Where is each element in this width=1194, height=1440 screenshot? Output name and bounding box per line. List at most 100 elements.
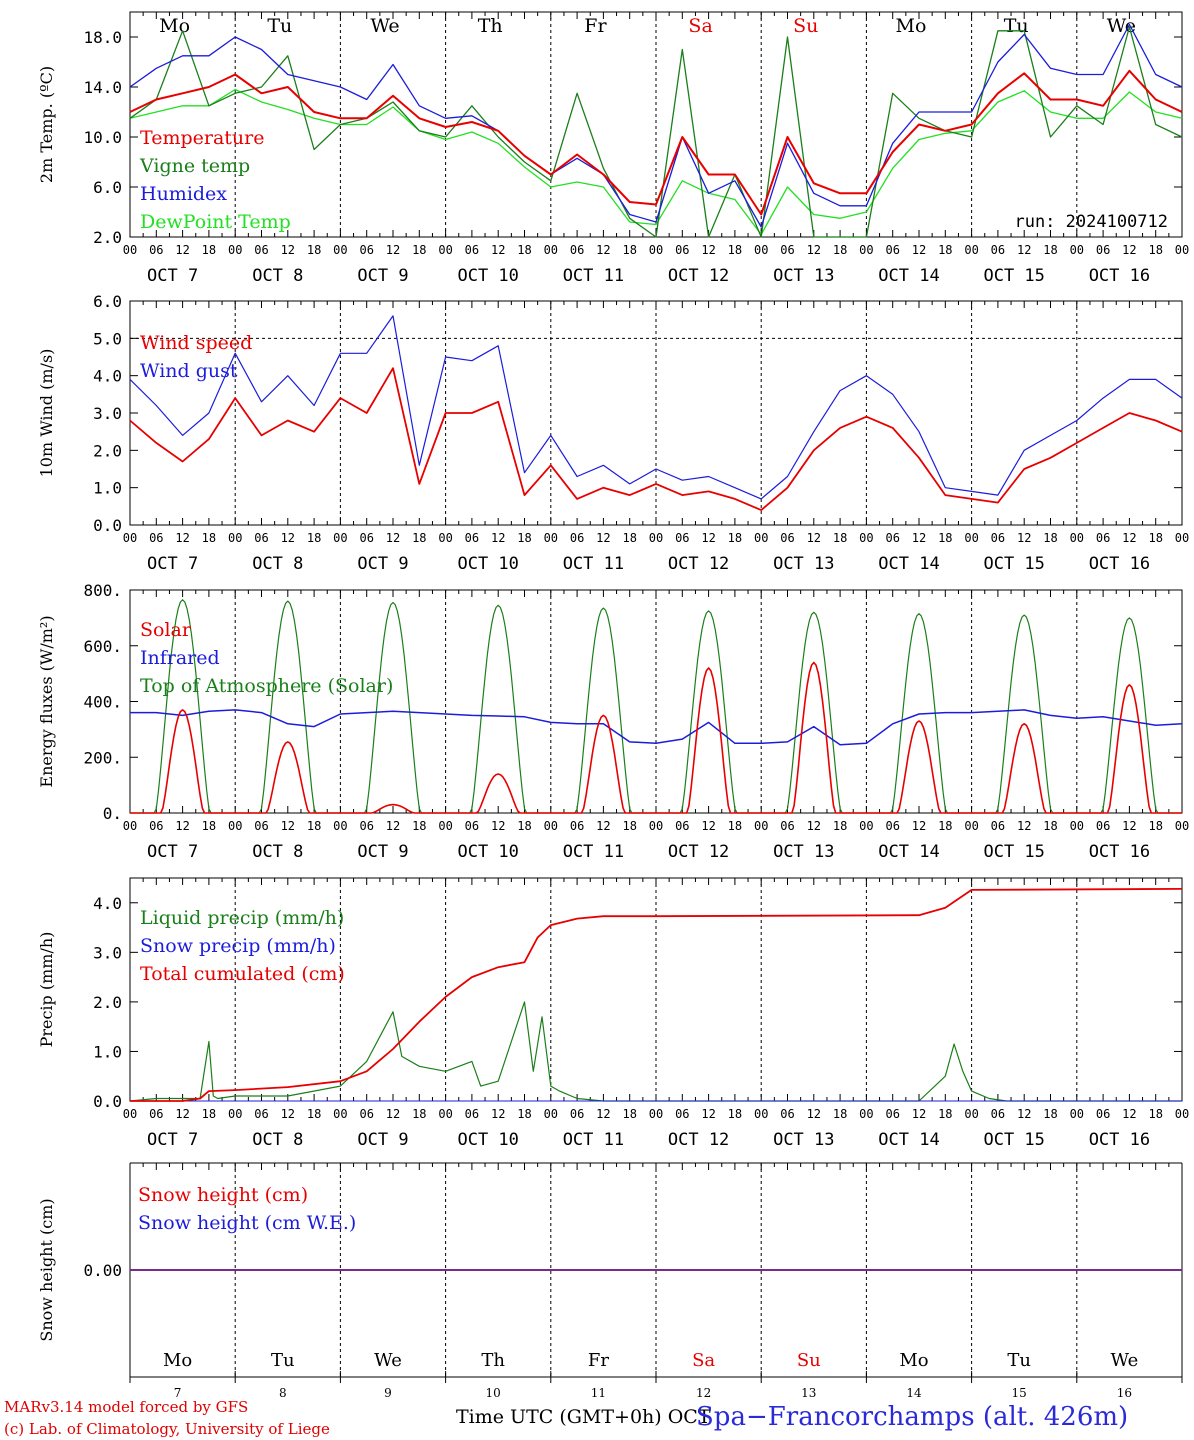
y-tick-label: 1.0: [93, 1042, 122, 1061]
panel-frame: [129, 589, 1183, 814]
day-number-label: 11: [591, 1386, 606, 1400]
date-label: OCT 9: [357, 842, 408, 862]
legend-entry: Top of Atmosphere (Solar): [140, 675, 393, 697]
hour-label: 12: [175, 531, 189, 545]
hour-label: 06: [1096, 531, 1110, 545]
date-label: OCT 16: [1089, 554, 1150, 574]
date-label: OCT 7: [147, 842, 198, 862]
hour-label: 00: [754, 243, 768, 257]
weekday-label: We: [374, 1350, 402, 1371]
y-axis-label: Snow height (cm): [37, 1198, 56, 1341]
hour-label: 06: [780, 531, 794, 545]
hour-label: 06: [254, 243, 268, 257]
hour-label: 06: [465, 819, 479, 833]
weekday-label: Mo: [899, 1350, 928, 1371]
hour-label: 18: [202, 819, 216, 833]
hour-label: 12: [175, 1107, 189, 1121]
panel-1: 2.0 6.0 10.0 14.0 18.0 2m Temp. (ºC) Mo Tu We Th F…: [37, 11, 1183, 247]
weekday-label: We: [1111, 1350, 1139, 1371]
legend-entry: Wind speed: [140, 332, 252, 354]
weekday-label: Fr: [588, 1350, 609, 1371]
y-axis-label: Energy fluxes (W/m²): [37, 615, 56, 787]
hour-label: 12: [596, 819, 610, 833]
date-label: OCT 15: [983, 1130, 1044, 1150]
hour-label: 00: [649, 1107, 663, 1121]
legend-entry: Total cumulated (cm): [140, 963, 345, 985]
hour-label: 18: [622, 531, 636, 545]
hour-label: 18: [202, 531, 216, 545]
hour-label: 00: [544, 243, 558, 257]
hour-label: 12: [1122, 1107, 1136, 1121]
hour-label: 00: [544, 531, 558, 545]
y-tick-label: 2.0: [93, 993, 122, 1012]
hour-label: 00: [964, 819, 978, 833]
date-label: OCT 15: [983, 842, 1044, 862]
legend-entry: Temperature: [140, 127, 264, 149]
day-number-label: 7: [174, 1386, 182, 1400]
hour-label: 00: [123, 1107, 137, 1121]
hour-label: 12: [175, 819, 189, 833]
hour-label: 12: [912, 819, 926, 833]
hour-label: 12: [491, 1107, 505, 1121]
hour-label: 18: [1043, 1107, 1057, 1121]
hour-label: 12: [912, 243, 926, 257]
hour-label: 18: [412, 531, 426, 545]
hour-label: 18: [307, 1107, 321, 1121]
legend-entry: Snow precip (mm/h): [140, 935, 336, 957]
series-line: [129, 367, 1183, 511]
hour-label: 12: [912, 531, 926, 545]
series-line: [130, 709, 1183, 746]
hour-label: 06: [780, 243, 794, 257]
hour-label: 06: [885, 531, 899, 545]
hour-label: 12: [701, 243, 715, 257]
y-tick-label: 400.: [83, 693, 122, 712]
hour-label: 18: [728, 531, 742, 545]
day-number-label: 9: [384, 1386, 392, 1400]
hour-label: 12: [701, 1107, 715, 1121]
y-tick-label: 0.00: [83, 1261, 122, 1280]
panel-3: 0. 200. 400. 600. 800. Energy fluxes (W/m²) So…: [37, 581, 1183, 823]
hour-label: 00: [1175, 243, 1189, 257]
date-label: OCT 11: [563, 1130, 624, 1150]
hour-label: 00: [1070, 243, 1084, 257]
hour-label: 18: [517, 819, 531, 833]
day-number-label: 16: [1117, 1386, 1132, 1400]
series-line: [129, 315, 1183, 500]
date-label: OCT 8: [252, 842, 303, 862]
hour-label: 12: [807, 243, 821, 257]
hour-label: 12: [1017, 819, 1031, 833]
y-tick-label: 600.: [83, 637, 122, 656]
date-label: OCT 9: [357, 266, 408, 286]
y-tick-label: 0.0: [93, 1092, 122, 1111]
hour-label: 00: [228, 531, 242, 545]
day-number-label: 13: [801, 1386, 816, 1400]
hour-label: 12: [386, 531, 400, 545]
y-tick-label: 3.0: [93, 943, 122, 962]
legend-entry: DewPoint Temp: [140, 211, 291, 233]
hour-label: 18: [622, 1107, 636, 1121]
weekday-label: Fr: [584, 15, 607, 37]
hour-label: 00: [333, 819, 347, 833]
date-label: OCT 12: [668, 1130, 729, 1150]
hour-label: 18: [517, 531, 531, 545]
hour-label: 00: [649, 819, 663, 833]
date-label: OCT 8: [252, 266, 303, 286]
hour-label: 06: [149, 1107, 163, 1121]
hour-label: 18: [938, 819, 952, 833]
date-label: OCT 10: [457, 842, 518, 862]
series-line: [130, 661, 1182, 814]
weekday-label: Tu: [1007, 1350, 1031, 1371]
hour-label: 00: [1070, 1107, 1084, 1121]
hour-label: 06: [991, 1107, 1005, 1121]
hour-label: 00: [649, 531, 663, 545]
hour-label: 06: [991, 819, 1005, 833]
hour-label: 00: [333, 1107, 347, 1121]
panel-5: 0.00 Snow height (cm) Snow height (cm) Snow…: [37, 1162, 1183, 1400]
hour-label: 00: [228, 819, 242, 833]
panel-2: 0.0 1.0 2.0 3.0 4.0 5.0 6.0 10m Wind (m/s) Wind …: [37, 292, 1183, 535]
date-label: OCT 12: [668, 842, 729, 862]
date-label: OCT 16: [1089, 1130, 1150, 1150]
hour-label: 00: [1175, 1107, 1189, 1121]
series-line: [129, 26, 1183, 238]
time-axis-3: 00 06 12 18 OCT 7 00 06 12 18 OCT 8 00 06 12 18 OCT 9 0…: [123, 819, 1189, 862]
